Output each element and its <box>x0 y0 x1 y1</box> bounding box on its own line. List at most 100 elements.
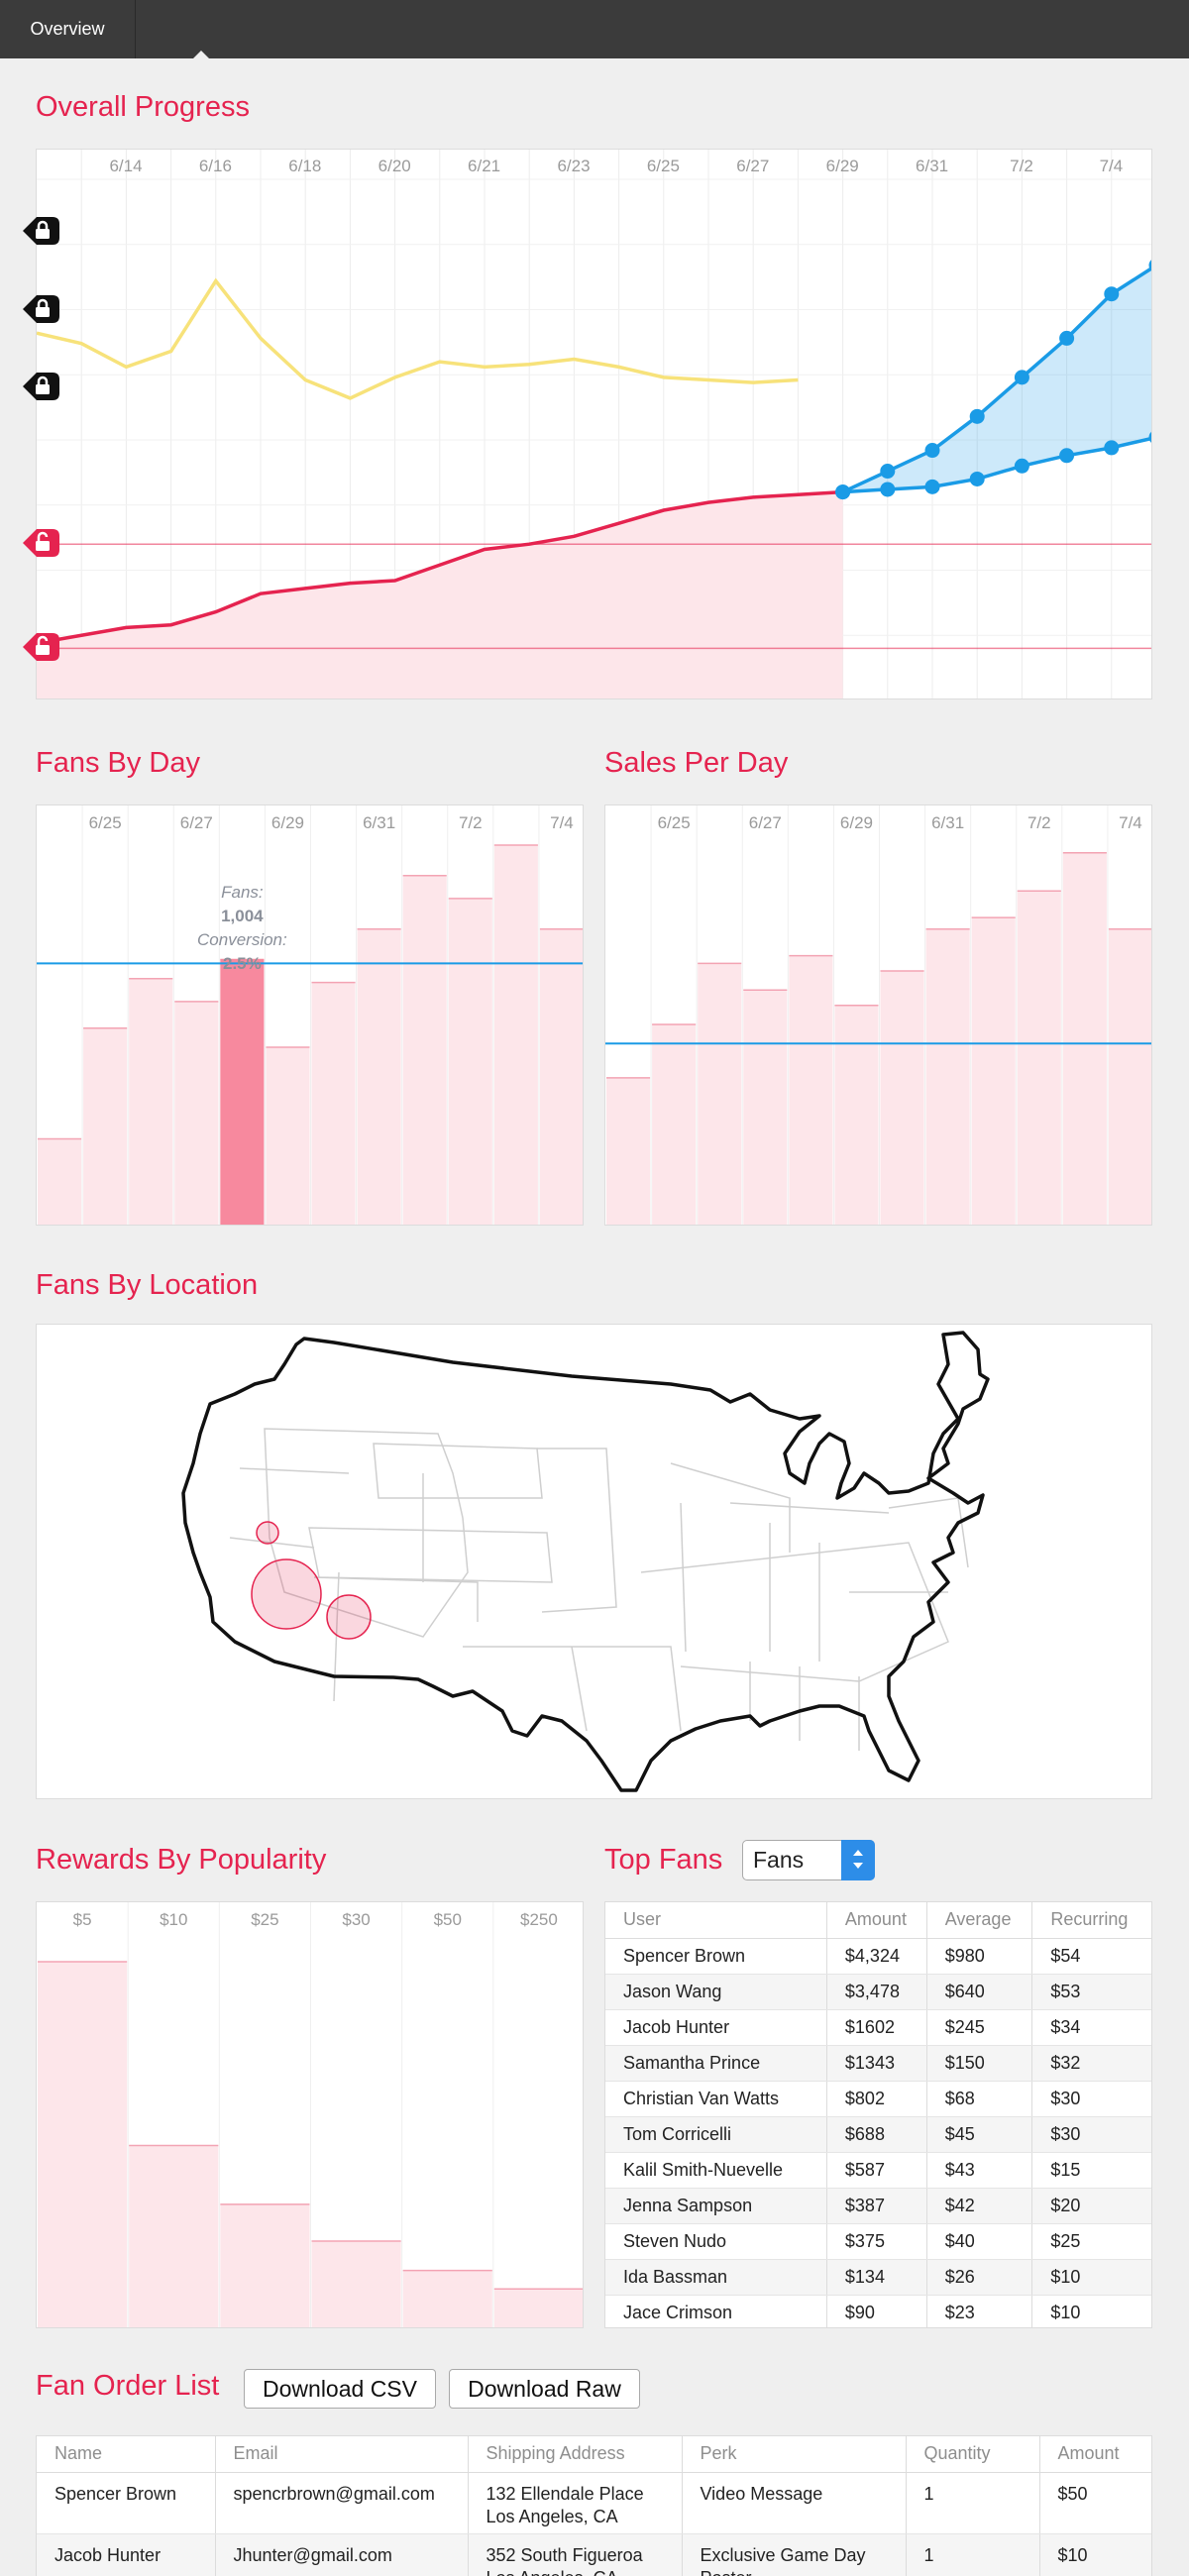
table-row[interactable]: Jacob Hunter $1602 $245 $34 <box>605 2009 1151 2046</box>
bar[interactable] <box>880 971 924 1226</box>
x-tick-label: $25 <box>251 1910 278 1929</box>
table-cell: $587 <box>826 2152 927 2189</box>
bar[interactable] <box>38 1138 82 1226</box>
column-header[interactable]: Recurring <box>1031 1902 1151 1939</box>
column-header[interactable]: User <box>605 1902 827 1939</box>
locked-goal-icon[interactable] <box>22 372 61 401</box>
projection-low-point[interactable] <box>969 471 985 486</box>
x-tick-label: 6/31 <box>931 813 964 832</box>
column-header[interactable]: Average <box>926 1902 1033 1939</box>
projection-high-point[interactable] <box>1104 286 1120 302</box>
bar[interactable] <box>311 982 356 1226</box>
table-row[interactable]: Jace Crimson $90 $23 $10 <box>605 2295 1151 2327</box>
projection-high-point[interactable] <box>1014 370 1029 385</box>
x-tick-label: 6/25 <box>89 813 122 832</box>
bar[interactable] <box>220 959 265 1227</box>
table-cell: Samantha Prince <box>605 2045 827 2082</box>
x-tick-label: 6/18 <box>288 157 321 175</box>
projection-high-point[interactable] <box>924 443 940 459</box>
bar[interactable] <box>357 928 401 1226</box>
projection-low-point[interactable] <box>1014 458 1029 474</box>
bar[interactable] <box>652 1023 697 1226</box>
table-row[interactable]: Tom Corricelli $688 $45 $30 <box>605 2116 1151 2153</box>
projection-low-point[interactable] <box>880 482 896 497</box>
bar[interactable] <box>698 963 742 1226</box>
column-header[interactable]: Name <box>37 2436 216 2473</box>
bar[interactable] <box>220 2203 310 2328</box>
table-row[interactable]: Steven Nudo $375 $40 $25 <box>605 2223 1151 2260</box>
table-row[interactable]: Christian Van Watts $802 $68 $30 <box>605 2081 1151 2117</box>
column-header[interactable]: Shipping Address <box>468 2436 683 2473</box>
table-row[interactable]: Spencer Brown spencrbrown@gmail.com 132 El… <box>37 2472 1151 2534</box>
x-tick-label: 6/25 <box>647 157 680 175</box>
unlocked-goal-icon[interactable] <box>22 528 61 558</box>
tooltip-conversion-label: Conversion: <box>197 930 287 949</box>
table-cell: $1602 <box>826 2009 927 2046</box>
fans-by-location-map <box>36 1324 1152 1799</box>
table-row[interactable]: Samantha Prince $1343 $150 $32 <box>605 2045 1151 2082</box>
bar[interactable] <box>129 978 173 1226</box>
table-row[interactable]: Jason Wang $3,478 $640 $53 <box>605 1974 1151 2010</box>
download-csv-button[interactable]: Download CSV <box>244 2369 436 2409</box>
fan-order-table: Name Email Shipping Address Perk Quantity Amo… <box>36 2435 1152 2576</box>
bar[interactable] <box>38 1962 128 2328</box>
locked-goal-icon[interactable] <box>22 294 61 324</box>
bar[interactable] <box>834 1005 879 1226</box>
projection-high-point[interactable] <box>1148 258 1153 272</box>
bar[interactable] <box>266 1047 310 1226</box>
projection-low-point[interactable] <box>1059 448 1075 464</box>
tab-overview[interactable]: Overview <box>0 0 136 58</box>
bar[interactable] <box>789 955 833 1226</box>
column-header[interactable]: Email <box>215 2436 469 2473</box>
bubble-san-diego[interactable] <box>326 1594 372 1640</box>
download-raw-button[interactable]: Download Raw <box>449 2369 640 2409</box>
projection-low-point[interactable] <box>924 479 940 494</box>
column-header[interactable]: Amount <box>1039 2436 1151 2473</box>
table-cell: Jace Crimson <box>605 2295 827 2327</box>
projection-high-point[interactable] <box>969 408 985 424</box>
bar[interactable] <box>1017 891 1061 1226</box>
bar[interactable] <box>1062 852 1107 1226</box>
table-row[interactable]: Jenna Sampson $387 $42 $20 <box>605 2188 1151 2224</box>
table-cell: $1343 <box>826 2045 927 2082</box>
top-fans-table: User Amount Average Recurring Spencer Brown… <box>604 1901 1152 2328</box>
bar[interactable] <box>311 2240 401 2328</box>
projection-low-point[interactable] <box>835 484 851 500</box>
top-fans-select[interactable]: Fans <box>742 1840 875 1880</box>
bar[interactable] <box>539 928 584 1226</box>
table-cell: $150 <box>926 2045 1033 2082</box>
bar[interactable] <box>925 928 970 1226</box>
bar[interactable] <box>402 875 447 1226</box>
x-tick-label: 6/16 <box>199 157 232 175</box>
bar[interactable] <box>1108 928 1152 1226</box>
bar[interactable] <box>743 990 788 1226</box>
table-cell: Spencer Brown <box>605 1938 827 1975</box>
bar[interactable] <box>448 898 492 1226</box>
bar[interactable] <box>606 1077 651 1226</box>
bar[interactable] <box>174 1001 219 1226</box>
projection-high-point[interactable] <box>1059 330 1075 346</box>
bar[interactable] <box>83 1027 128 1226</box>
table-cell: Steven Nudo <box>605 2223 827 2260</box>
bar[interactable] <box>971 917 1016 1226</box>
column-header[interactable]: Amount <box>826 1902 927 1939</box>
table-cell: Jhunter@gmail.com <box>215 2533 469 2576</box>
bar[interactable] <box>493 845 538 1226</box>
bar[interactable] <box>402 2270 492 2328</box>
projection-high-point[interactable] <box>880 464 896 480</box>
locked-goal-icon[interactable] <box>22 216 61 246</box>
bubble-los-angeles[interactable] <box>251 1558 322 1630</box>
table-row[interactable]: Jacob Hunter Jhunter@gmail.com 352 South F… <box>37 2533 1151 2576</box>
bar[interactable] <box>129 2145 219 2329</box>
column-header[interactable]: Perk <box>682 2436 907 2473</box>
table-row[interactable]: Kalil Smith-Nuevelle $587 $43 $15 <box>605 2152 1151 2189</box>
projection-low-point[interactable] <box>1148 430 1153 445</box>
table-row[interactable]: Ida Bassman $134 $26 $10 <box>605 2259 1151 2296</box>
unlocked-goal-icon[interactable] <box>22 632 61 662</box>
table-cell: $10 <box>1031 2259 1151 2296</box>
projection-low-point[interactable] <box>1104 440 1120 456</box>
bar[interactable] <box>493 2289 584 2328</box>
bubble-san-francisco[interactable] <box>256 1521 279 1545</box>
column-header[interactable]: Quantity <box>906 2436 1040 2473</box>
table-row[interactable]: Spencer Brown $4,324 $980 $54 <box>605 1938 1151 1975</box>
